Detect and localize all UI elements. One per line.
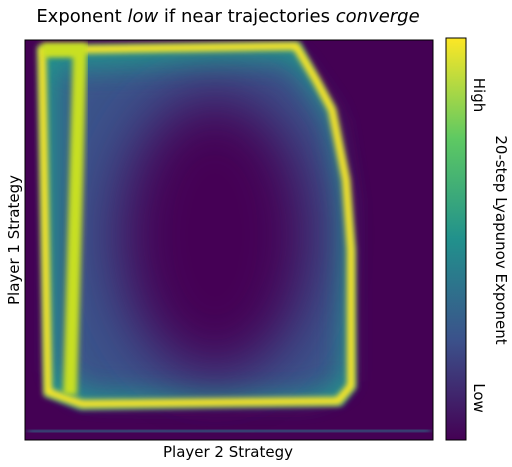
heatmap-ridge xyxy=(42,43,88,396)
colorbar xyxy=(445,37,467,441)
title-part: if near trajectories xyxy=(158,6,336,27)
heatmap-edge xyxy=(27,428,431,434)
chart-title: Exponent low if near trajectories conver… xyxy=(36,6,419,27)
plot-frame xyxy=(24,39,434,441)
title-part: low xyxy=(127,6,158,27)
heatmap-ridge xyxy=(37,41,355,409)
title-part: converge xyxy=(336,6,420,27)
y-axis-label: Player 1 Strategy xyxy=(5,175,23,305)
colorbar-tick-label: Low xyxy=(470,383,488,413)
colorbar-tick-label: High xyxy=(470,78,488,112)
heatmap-core xyxy=(120,95,310,375)
title-part: Exponent xyxy=(36,6,127,27)
colorbar-label: 20-step Lyapunov Exponent xyxy=(492,135,510,344)
heatmap xyxy=(25,40,433,440)
x-axis-label: Player 2 Strategy xyxy=(163,443,293,461)
